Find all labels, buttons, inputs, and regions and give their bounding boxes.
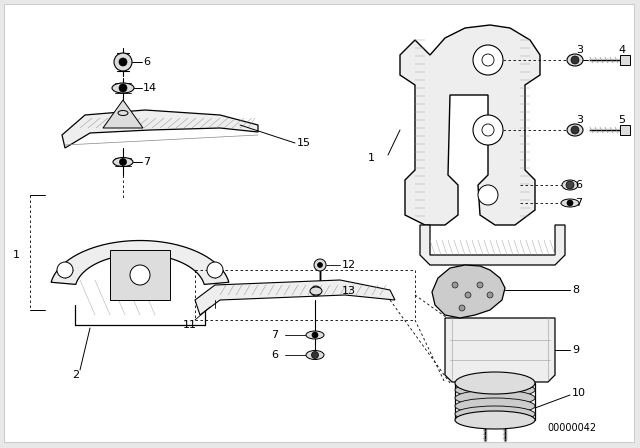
Circle shape [459, 305, 465, 311]
Polygon shape [51, 241, 229, 284]
Circle shape [473, 115, 503, 145]
Circle shape [120, 159, 127, 165]
Polygon shape [445, 318, 555, 382]
Circle shape [566, 181, 574, 189]
Ellipse shape [561, 199, 579, 207]
Ellipse shape [306, 331, 324, 339]
Polygon shape [620, 125, 630, 135]
Circle shape [465, 292, 471, 298]
Circle shape [478, 185, 498, 205]
Ellipse shape [567, 54, 583, 66]
Polygon shape [432, 265, 505, 318]
Circle shape [312, 332, 318, 338]
Ellipse shape [455, 411, 535, 429]
Text: 10: 10 [572, 388, 586, 398]
Text: 9: 9 [572, 345, 579, 355]
Text: 3: 3 [577, 115, 584, 125]
Ellipse shape [112, 83, 134, 93]
Polygon shape [400, 25, 540, 225]
Circle shape [317, 263, 323, 267]
Ellipse shape [455, 398, 535, 414]
Circle shape [119, 84, 127, 92]
Text: 4: 4 [618, 45, 625, 55]
Text: 1: 1 [368, 153, 375, 163]
Text: 15: 15 [297, 138, 311, 148]
Text: 13: 13 [342, 286, 356, 296]
Text: 7: 7 [271, 330, 278, 340]
Circle shape [477, 282, 483, 288]
Circle shape [571, 126, 579, 134]
Circle shape [57, 262, 73, 278]
Text: 5: 5 [618, 115, 625, 125]
Circle shape [473, 45, 503, 75]
Circle shape [567, 200, 573, 206]
Text: 1: 1 [13, 250, 20, 260]
Polygon shape [420, 225, 565, 265]
Circle shape [571, 56, 579, 64]
Text: 7: 7 [143, 157, 150, 167]
Text: 2: 2 [72, 370, 79, 380]
Circle shape [482, 54, 494, 66]
Polygon shape [110, 250, 170, 300]
Text: 12: 12 [342, 260, 356, 270]
Ellipse shape [310, 287, 322, 295]
Circle shape [312, 352, 319, 358]
Circle shape [482, 124, 494, 136]
Ellipse shape [118, 111, 128, 116]
Ellipse shape [455, 390, 535, 406]
Circle shape [130, 265, 150, 285]
FancyBboxPatch shape [4, 4, 634, 442]
Circle shape [119, 58, 127, 66]
Text: 00000042: 00000042 [547, 423, 596, 433]
Polygon shape [195, 280, 395, 315]
Circle shape [314, 259, 326, 271]
Ellipse shape [562, 180, 578, 190]
Ellipse shape [455, 406, 535, 422]
Polygon shape [103, 100, 143, 128]
Ellipse shape [455, 372, 535, 394]
Text: 11: 11 [183, 320, 197, 330]
Polygon shape [62, 110, 258, 148]
Ellipse shape [113, 158, 133, 167]
Text: 8: 8 [572, 285, 579, 295]
Circle shape [487, 292, 493, 298]
Text: 3: 3 [577, 45, 584, 55]
Text: 6: 6 [575, 180, 582, 190]
Text: 7: 7 [575, 198, 582, 208]
Text: 14: 14 [143, 83, 157, 93]
Circle shape [311, 286, 321, 296]
Ellipse shape [567, 124, 583, 136]
Text: 6: 6 [143, 57, 150, 67]
Circle shape [452, 282, 458, 288]
Circle shape [207, 262, 223, 278]
Circle shape [114, 53, 132, 71]
Ellipse shape [306, 350, 324, 359]
Text: 6: 6 [271, 350, 278, 360]
Ellipse shape [455, 382, 535, 398]
Polygon shape [620, 55, 630, 65]
